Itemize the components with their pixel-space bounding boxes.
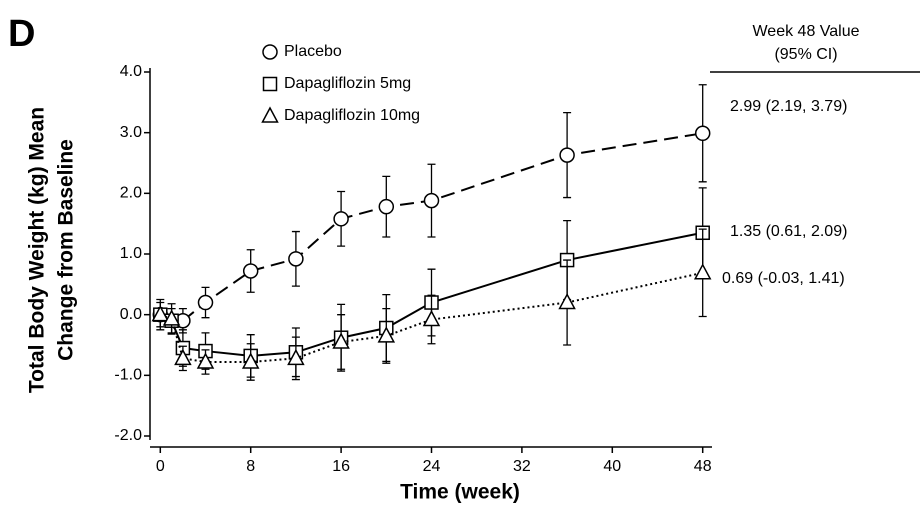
x-tick-label: 0 — [156, 458, 165, 475]
marker — [558, 292, 576, 310]
marker — [378, 198, 395, 215]
legend-label: Dapagliflozin 5mg — [284, 75, 411, 92]
marker — [422, 309, 441, 327]
x-axis-title: Time (week) — [400, 481, 520, 504]
legend-label: Dapagliflozin 10mg — [284, 107, 420, 124]
x-tick-label: 48 — [694, 458, 712, 475]
marker — [242, 263, 259, 279]
y-axis-title: Total Body Weight (kg) Mean Change from … — [26, 107, 78, 393]
marker — [151, 305, 170, 322]
legend-label: Placebo — [284, 43, 342, 60]
marker — [241, 352, 260, 369]
marker — [694, 125, 711, 142]
y-tick-label: 4.0 — [120, 63, 142, 80]
x-tick-label: 32 — [513, 458, 531, 475]
marker — [693, 263, 712, 280]
y-axis-title-line: Total Body Weight (kg) Mean — [26, 107, 49, 393]
table-header: (95% CI) — [774, 46, 837, 63]
y-tick-label: 3.0 — [120, 124, 142, 141]
legend-swatch — [262, 76, 278, 92]
marker — [287, 348, 305, 366]
marker — [162, 309, 181, 326]
y-axis-title-line: Change from Baseline — [55, 139, 78, 361]
annotation: 1.35 (0.61, 2.09) — [730, 223, 847, 240]
x-tick-label: 8 — [246, 458, 255, 475]
x-tick-label: 24 — [423, 458, 441, 475]
marker — [288, 251, 304, 267]
series-line — [182, 132, 703, 322]
table-header: Week 48 Value — [752, 23, 859, 40]
y-tick-label: 2.0 — [120, 185, 142, 202]
legend-swatch — [262, 44, 278, 60]
x-tick-label: 40 — [603, 458, 621, 475]
marker — [423, 192, 440, 209]
y-tick-label: -2.0 — [114, 427, 142, 444]
x-tick-label: 16 — [332, 458, 350, 475]
marker — [197, 294, 214, 311]
panel-label: D — [8, 13, 35, 55]
legend-swatch — [261, 106, 279, 123]
marker — [333, 211, 349, 227]
y-tick-label: 0.0 — [120, 306, 142, 323]
annotation: 0.69 (-0.03, 1.41) — [722, 270, 845, 287]
marker — [196, 352, 215, 369]
y-tick-label: 1.0 — [120, 245, 142, 262]
marker — [559, 147, 575, 163]
marker — [174, 348, 192, 366]
y-tick-label: -1.0 — [114, 367, 142, 384]
marker — [332, 332, 350, 349]
annotation: 2.99 (2.19, 3.79) — [730, 98, 847, 115]
marker — [377, 326, 396, 343]
